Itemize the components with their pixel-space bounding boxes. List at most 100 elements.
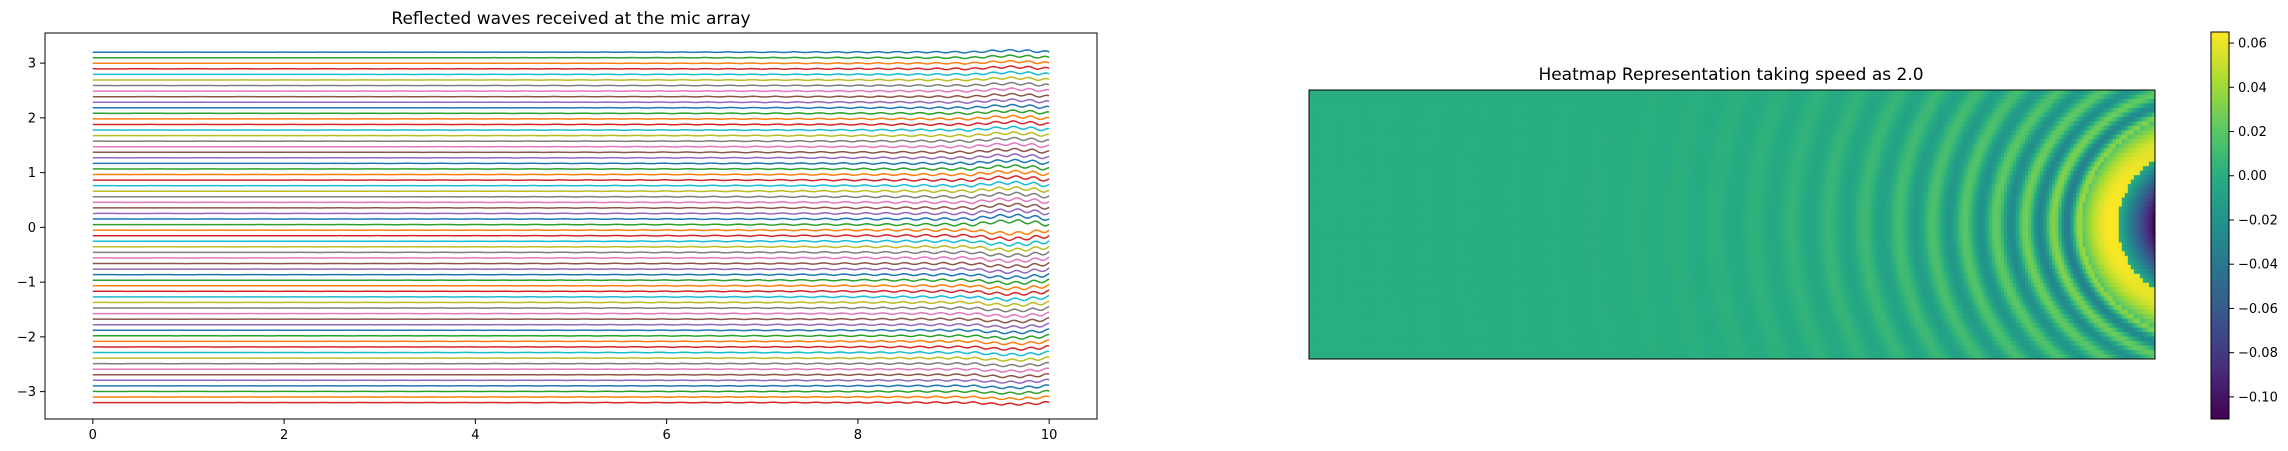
heatmap-cell [1629, 103, 1633, 109]
heatmap-cell [1502, 121, 1506, 127]
heatmap-cell [1444, 116, 1449, 122]
heatmap-cell [1864, 90, 1869, 96]
heatmap-cell [1596, 121, 1600, 127]
heatmap-cell [1985, 98, 1990, 105]
heatmap-cell [1650, 112, 1655, 118]
heatmap-cell [1689, 107, 1694, 114]
heatmap-cell [1982, 107, 1987, 114]
heatmap-cell [1825, 107, 1830, 114]
heatmap-cell [2094, 112, 2099, 118]
wave-line [92, 367, 1050, 373]
heatmap-cell [1825, 90, 1830, 96]
heatmap-cell [1523, 98, 1528, 105]
heatmap-cell [1889, 103, 1893, 109]
heatmap-cell [1928, 103, 1933, 109]
heatmap-cell [2112, 90, 2117, 96]
heatmap-cell [1916, 107, 1920, 114]
heatmap-cell [1620, 90, 1624, 96]
heatmap-cell [1324, 103, 1328, 109]
heatmap-cell [1653, 112, 1658, 118]
heatmap-cell [1988, 90, 1993, 96]
heatmap-cell [1732, 107, 1736, 114]
heatmap-cell [1363, 112, 1368, 118]
wave-line [92, 267, 1050, 275]
heatmap-cell [1508, 90, 1513, 96]
heatmap-cell [1596, 94, 1600, 100]
heatmap-cell [2100, 103, 2105, 109]
heatmap-cell [2031, 90, 2035, 96]
heatmap-cell [1511, 112, 1516, 118]
heatmap-cell [1324, 107, 1328, 114]
heatmap-cell [1429, 98, 1434, 105]
heatmap-cell [1559, 90, 1564, 96]
heatmap-cell [1662, 107, 1667, 114]
heatmap-cell [1357, 94, 1361, 100]
heatmap-cell [1611, 98, 1615, 105]
heatmap-cell [1529, 90, 1534, 96]
heatmap-cell [2100, 107, 2105, 114]
heatmap-cell [1614, 112, 1618, 118]
heatmap-cell [1931, 112, 1936, 118]
heatmap-cell [1447, 116, 1452, 122]
heatmap-cell [1849, 107, 1854, 114]
heatmap-cell [1396, 107, 1401, 114]
heatmap-cell [1574, 90, 1579, 96]
heatmap-cell [1967, 107, 1972, 114]
heatmap-cell [1312, 98, 1316, 105]
heatmap-cell [1472, 90, 1476, 96]
heatmap-cell [1768, 103, 1772, 109]
heatmap-cell [1789, 90, 1794, 96]
heatmap-cell [1342, 94, 1346, 100]
wave-line [92, 401, 1050, 406]
heatmap-cell [1798, 103, 1803, 109]
heatmap-cell [1336, 103, 1340, 109]
heatmap-cell [1741, 107, 1745, 114]
heatmap-cell [1861, 103, 1866, 109]
heatmap-cell [1741, 116, 1745, 122]
heatmap-cell [1910, 94, 1914, 100]
heatmap-cell [1511, 107, 1516, 114]
heatmap-cell [2025, 90, 2029, 96]
heatmap-cell [1435, 98, 1440, 105]
heatmap-cell [1502, 112, 1506, 118]
heatmap-cell [1333, 116, 1337, 122]
heatmap-cell [1958, 94, 1963, 100]
heatmap-cell [1475, 103, 1479, 109]
heatmap-cell [1747, 107, 1751, 114]
heatmap-cell [1768, 107, 1772, 114]
heatmap-cell [1487, 121, 1491, 127]
heatmap-cell [1447, 112, 1452, 118]
heatmap-cell [1617, 116, 1621, 122]
heatmap-cell [1732, 112, 1736, 118]
heatmap-cell [1339, 121, 1343, 127]
heatmap-cell [2121, 107, 2126, 114]
heatmap-cell [2082, 107, 2087, 114]
heatmap-cell [1647, 94, 1652, 100]
heatmap-cell [1342, 121, 1346, 127]
heatmap-cell [1417, 98, 1422, 105]
heatmap-cell [1943, 98, 1948, 105]
heatmap-cell [1677, 116, 1682, 122]
heatmap-cell [1393, 94, 1398, 100]
heatmap-cell [1532, 121, 1537, 127]
heatmap-cell [1508, 107, 1513, 114]
heatmap-cell [1315, 103, 1319, 109]
heatmap-cell [1605, 94, 1609, 100]
heatmap-cell [2097, 94, 2102, 100]
heatmap-cell [2009, 103, 2014, 109]
heatmap-cell [1940, 98, 1945, 105]
heatmap-cell [2055, 103, 2059, 109]
heatmap-cell [1738, 94, 1742, 100]
heatmap-cell [1822, 103, 1827, 109]
heatmap-cell [2088, 103, 2093, 109]
heatmap-cell [1384, 116, 1389, 122]
heatmap-cell [1577, 90, 1582, 96]
heatmap-cell [1867, 103, 1872, 109]
heatmap-cell [1949, 112, 1954, 118]
heatmap-cell [1883, 98, 1887, 105]
heatmap-cell [1571, 98, 1576, 105]
heatmap-cell [1864, 107, 1869, 114]
heatmap-cell [2070, 90, 2075, 96]
heatmap-cell [1822, 94, 1827, 100]
heatmap-cell [1626, 98, 1630, 105]
